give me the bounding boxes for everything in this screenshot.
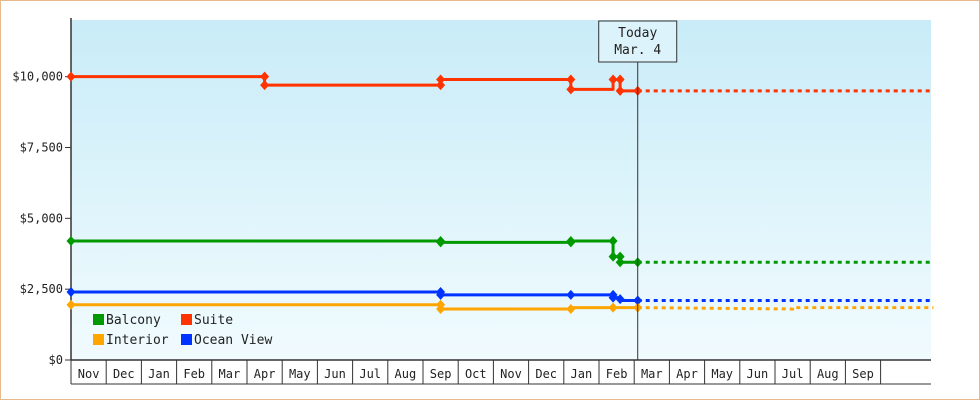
series-projection-line xyxy=(637,306,934,311)
x-tick-label: Apr xyxy=(254,367,276,381)
data-point xyxy=(260,80,270,91)
data-point xyxy=(615,85,625,96)
legend-item: Suite xyxy=(181,313,233,328)
legend-item: Balcony xyxy=(93,313,161,328)
x-axis: Nov Dec Jan Feb Mar Apr May Jun Jul Aug Sep Oct Nov D… xyxy=(70,359,931,385)
data-point xyxy=(566,236,576,246)
data-point xyxy=(436,80,446,91)
series-interior xyxy=(66,299,934,314)
data-point xyxy=(608,302,618,313)
data-point xyxy=(608,236,618,246)
legend-swatch xyxy=(93,334,104,345)
x-tick-label: May xyxy=(711,367,733,381)
series-suite xyxy=(66,71,934,96)
y-tick-label: $7,500 xyxy=(20,141,63,155)
today-marker: Today Mar. 4 xyxy=(598,20,678,360)
today-label: Today xyxy=(618,26,657,41)
data-point xyxy=(66,287,76,297)
y-tick-label: $5,000 xyxy=(20,211,63,225)
y-tick-label: $10,000 xyxy=(12,70,63,84)
series-balcony xyxy=(66,236,934,268)
y-axis: $0 $2,500 $5,000 $7,500 $10,000 xyxy=(12,18,72,367)
x-tick-label: Apr xyxy=(676,367,698,381)
data-point xyxy=(615,294,625,305)
data-point xyxy=(436,237,446,248)
y-tick-label: $2,500 xyxy=(20,282,63,296)
data-point xyxy=(66,299,76,310)
x-tick-label: Feb xyxy=(606,367,628,381)
data-point xyxy=(66,71,76,82)
series-ocean-view xyxy=(66,287,934,306)
legend-label: Interior xyxy=(106,333,169,348)
legend-label: Balcony xyxy=(106,313,161,328)
data-point xyxy=(566,304,576,314)
legend-swatch xyxy=(93,314,104,325)
data-point xyxy=(608,251,618,262)
x-tick-label: Jan xyxy=(571,367,593,381)
x-tick-label: Jul xyxy=(359,367,381,381)
legend: Balcony Suite Interior Ocean View xyxy=(93,313,272,348)
data-point xyxy=(436,304,446,314)
x-tick-label: Mar xyxy=(641,367,663,381)
data-point xyxy=(260,71,270,82)
legend-label: Ocean View xyxy=(194,333,272,348)
legend-item: Ocean View xyxy=(181,333,272,348)
data-point xyxy=(566,74,576,85)
legend-item: Interior xyxy=(93,333,169,348)
x-tick-label: Jul xyxy=(782,367,804,381)
legend-swatch xyxy=(181,314,192,325)
legend-swatch xyxy=(181,334,192,345)
x-tick-label: Jun xyxy=(324,367,346,381)
data-point xyxy=(566,289,576,300)
data-point xyxy=(608,292,618,303)
data-point xyxy=(566,84,576,95)
legend-label: Suite xyxy=(194,313,233,328)
x-tick-label: Mar xyxy=(219,367,241,381)
today-date: Mar. 4 xyxy=(614,43,661,58)
data-point xyxy=(608,74,618,85)
x-tick-label: Nov xyxy=(78,367,100,381)
x-tick-label: Dec xyxy=(535,367,557,381)
x-tick-label: May xyxy=(289,367,311,381)
data-point xyxy=(615,251,625,262)
x-tick-label: Aug xyxy=(395,367,417,381)
data-point xyxy=(615,257,625,268)
series-line xyxy=(71,303,638,311)
x-tick-label: Jan xyxy=(148,367,170,381)
x-tick-label: Feb xyxy=(183,367,205,381)
x-tick-label: Aug xyxy=(817,367,839,381)
today-box xyxy=(598,20,678,63)
x-tick-label: Dec xyxy=(113,367,135,381)
x-tick-label: Oct xyxy=(465,367,487,381)
data-point xyxy=(436,74,446,85)
data-point xyxy=(66,236,76,246)
x-tick-label: Sep xyxy=(430,367,452,381)
x-tick-label: Sep xyxy=(852,367,874,381)
series-layer xyxy=(66,71,934,314)
data-point xyxy=(615,74,625,85)
y-tick-label: $0 xyxy=(49,353,63,367)
x-tick-label: Jun xyxy=(747,367,769,381)
data-point xyxy=(436,289,446,300)
x-tick-label: Nov xyxy=(500,367,522,381)
